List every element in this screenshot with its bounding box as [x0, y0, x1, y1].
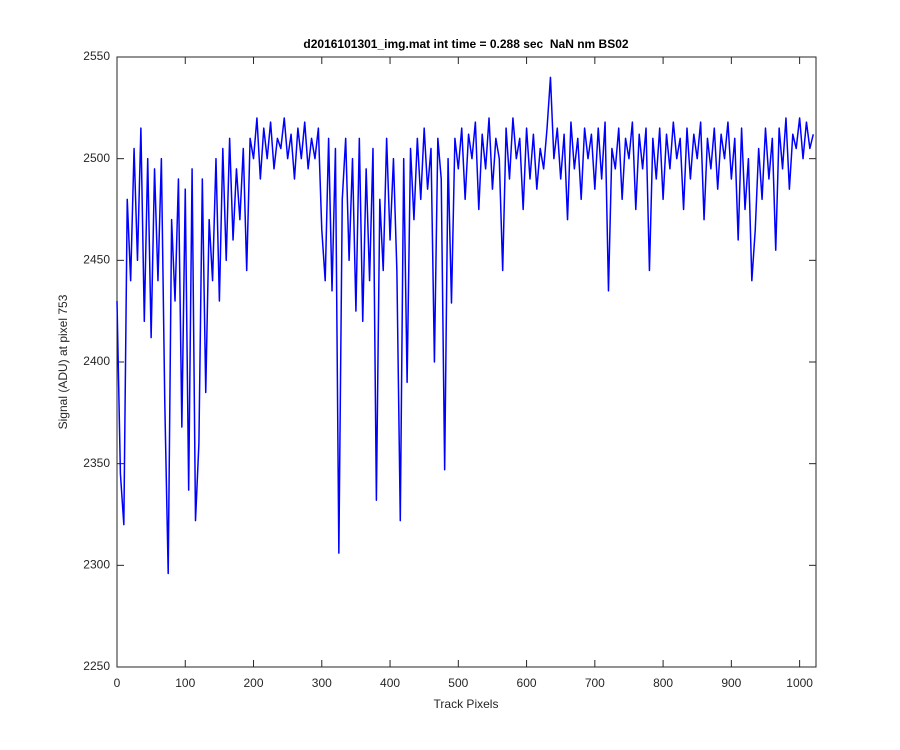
y-tick-label: 2400 [83, 354, 110, 368]
y-tick-label: 2300 [83, 558, 110, 572]
y-tick-label: 2250 [83, 659, 110, 673]
y-tick-label: 2500 [83, 151, 110, 165]
x-tick-label: 800 [653, 676, 673, 690]
x-tick-label: 300 [312, 676, 332, 690]
x-tick-label: 200 [244, 676, 264, 690]
y-tick-label: 2350 [83, 456, 110, 470]
x-tick-label: 400 [380, 676, 400, 690]
x-tick-label: 100 [175, 676, 195, 690]
x-tick-label: 500 [448, 676, 468, 690]
x-axis-label: Track Pixels [434, 697, 499, 711]
y-tick-label: 2550 [83, 49, 110, 63]
x-tick-label: 1000 [786, 676, 813, 690]
x-tick-label: 700 [585, 676, 605, 690]
x-tick-label: 0 [114, 676, 121, 690]
y-axis-label: Signal (ADU) at pixel 753 [56, 294, 70, 429]
x-tick-label: 600 [517, 676, 537, 690]
y-tick-label: 2450 [83, 253, 110, 267]
x-tick-label: 900 [721, 676, 741, 690]
data-line [116, 76, 814, 575]
chart-title: d2016101301_img.mat int time = 0.288 sec… [303, 37, 628, 51]
